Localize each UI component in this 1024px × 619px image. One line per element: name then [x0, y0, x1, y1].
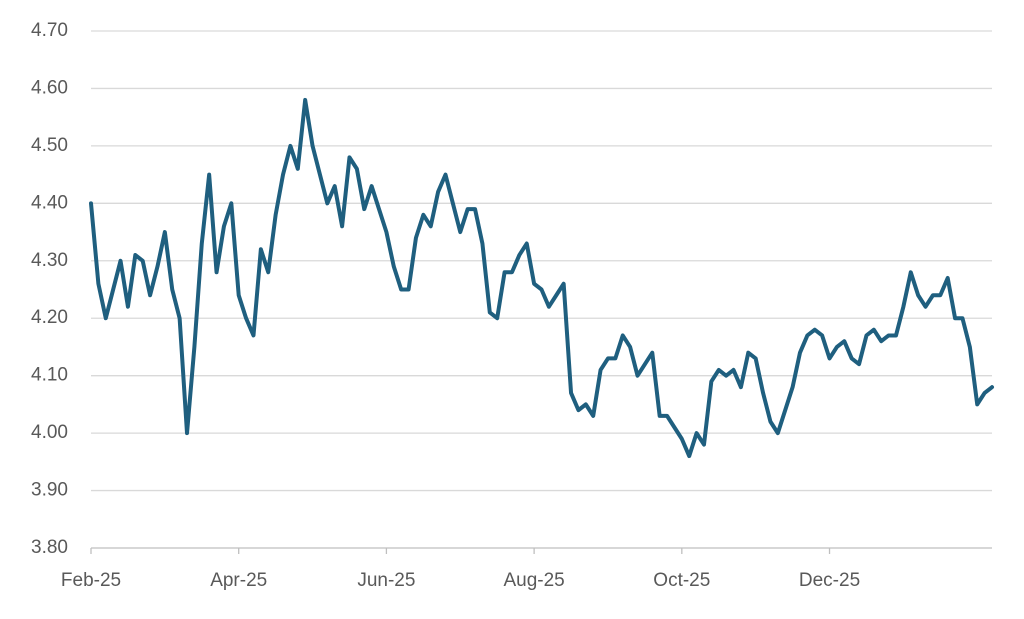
- y-tick-label: 4.30: [31, 250, 68, 271]
- x-tick-label: Aug-25: [503, 570, 564, 591]
- x-tick-label: Dec-25: [799, 570, 860, 591]
- y-tick-label: 4.50: [31, 135, 68, 156]
- x-tick-label: Jun-25: [357, 570, 415, 591]
- y-tick-label: 4.20: [31, 307, 68, 328]
- y-tick-label: 4.60: [31, 77, 68, 98]
- y-tick-label: 4.70: [31, 20, 68, 41]
- y-tick-label: 3.90: [31, 480, 68, 501]
- x-tick-label: Oct-25: [653, 570, 710, 591]
- y-tick-label: 4.10: [31, 365, 68, 386]
- y-tick-label: 3.80: [31, 537, 68, 558]
- x-tick-label: Apr-25: [210, 570, 267, 591]
- y-tick-label: 4.00: [31, 422, 68, 443]
- x-tick-label: Feb-25: [61, 570, 121, 591]
- data-line: [89, 97, 994, 459]
- y-tick-label: 4.40: [31, 192, 68, 213]
